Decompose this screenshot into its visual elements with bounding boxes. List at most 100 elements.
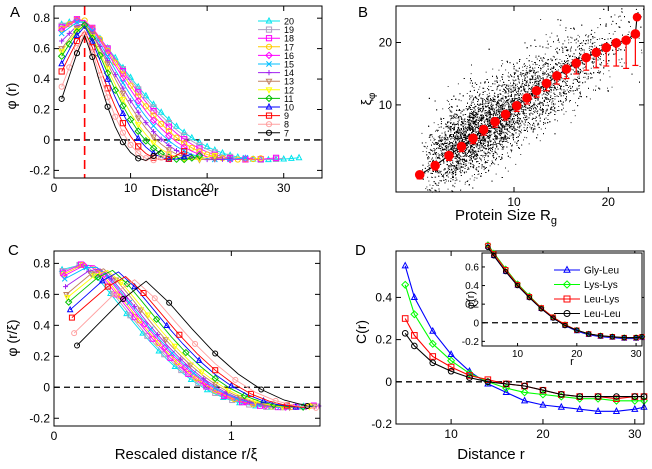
panel-b-scatter-point [552, 84, 554, 86]
panel-b-scatter-point [589, 50, 591, 51]
panel-b-scatter-point [515, 90, 517, 92]
panel-b-scatter-point [570, 36, 572, 38]
panel-b-scatter-point [523, 112, 525, 114]
panel-b-scatter-point [466, 126, 468, 128]
panel-a-series-17-point [257, 155, 264, 162]
panel-b-scatter-point [450, 163, 452, 165]
panel-b-scatter-point [441, 121, 442, 122]
panel-b-scatter-point [482, 156, 484, 158]
panel-b-scatter-point [478, 148, 480, 149]
panel-b-scatter-point [459, 132, 461, 134]
panel-b-scatter-point [534, 128, 536, 130]
panel-b-scatter-point [484, 110, 486, 112]
panel-a-xtick-label: 20 [200, 181, 214, 195]
panel-a-series-7-line [61, 34, 162, 161]
panel-b-scatter-point [568, 77, 570, 79]
panel-b-scatter-point [528, 87, 530, 89]
panel-a-series-12-point [134, 122, 142, 129]
panel-b-scatter-point [563, 107, 564, 109]
panel-b-scatter-point [471, 156, 472, 157]
panel-b-scatter-point [528, 107, 529, 109]
panel-a-series-17-point [249, 155, 257, 163]
panel-b-scatter-point [473, 110, 474, 112]
panel-b-scatter-point [478, 107, 480, 109]
panel-b-scatter-point [522, 93, 524, 95]
panel-b-scatter-point [525, 109, 526, 111]
panel-b-scatter-point [459, 110, 460, 111]
panel-b-scatter-point [553, 104, 555, 106]
panel-b-scatter-point [438, 156, 440, 158]
panel-b-scatter-point [522, 66, 524, 68]
panel-b-scatter-point [467, 102, 468, 104]
panel-b-scatter-point [466, 135, 468, 137]
panel-b-scatter-point [477, 118, 479, 120]
panel-b-scatter-point [496, 109, 498, 111]
panel-b-scatter-point [540, 102, 542, 104]
panel-b-scatter-point [452, 172, 454, 174]
panel-b-scatter-point [453, 145, 455, 147]
panel-b-scatter-point [533, 118, 534, 119]
panel-b-scatter-point [545, 47, 547, 49]
panel-b-scatter-point [583, 49, 585, 51]
panel-b-scatter-point [471, 111, 472, 113]
panel-b-scatter-point [481, 98, 483, 100]
panel-b-scatter-point [427, 176, 429, 178]
panel-b-scatter-point [603, 54, 604, 56]
panel-b-scatter-point [479, 119, 481, 121]
panel-b-scatter-point [490, 135, 492, 136]
panel-b-scatter-point [545, 64, 546, 65]
panel-b-scatter-point [464, 155, 466, 156]
panel-b-scatter-point [543, 64, 545, 65]
panel-b-scatter-point [447, 169, 449, 171]
panel-b-scatter-point [463, 127, 465, 129]
panel-b-scatter-point [534, 73, 536, 75]
panel-b-scatter-point [545, 127, 546, 129]
panel-b-scatter-point [434, 176, 436, 178]
panel-b-scatter-point [600, 56, 601, 57]
panel-b-scatter-point [517, 97, 519, 99]
panel-b-scatter-point [529, 126, 531, 128]
panel-b-scatter-point [488, 152, 489, 154]
panel-b-scatter-point [496, 103, 498, 105]
panel-b-scatter-point [538, 80, 540, 82]
panel-b-scatter-point [464, 183, 466, 185]
panel-b-scatter-point [517, 98, 519, 100]
panel-b-scatter-point [579, 36, 580, 38]
panel-b-scatter-point [561, 46, 563, 48]
panel-b-scatter-point [508, 107, 510, 108]
panel-b-scatter-point [554, 81, 556, 83]
panel-b-scatter-point [518, 87, 519, 89]
panel-b-scatter-point [429, 148, 431, 150]
panel-b-scatter-point [555, 81, 557, 83]
panel-b-scatter-point [530, 107, 531, 109]
panel-b-scatter-point [472, 126, 474, 128]
panel-b-scatter-point [444, 131, 446, 133]
panel-b-scatter-point [475, 157, 477, 159]
panel-b-scatter-point [430, 160, 431, 162]
panel-b-scatter-point [484, 103, 486, 105]
panel-a-series-11-point [111, 86, 120, 95]
panel-b-scatter-point [472, 149, 474, 151]
panel-b-scatter-point [516, 98, 517, 99]
panel-b-scatter-point [466, 154, 468, 156]
panel-b-scatter-point [465, 108, 467, 110]
panel-a-series-17-point [165, 128, 172, 135]
panel-b-scatter-point [518, 99, 520, 100]
panel-b-scatter-point [459, 131, 461, 133]
panel-a-series-7-point [89, 53, 96, 61]
panel-b-scatter-point [483, 135, 485, 137]
panel-b-scatter-point [472, 153, 474, 155]
panel-b-scatter-point [463, 153, 464, 154]
panel-b-scatter-point [496, 86, 498, 88]
panel-b-scatter-point [438, 126, 440, 128]
panel-b-scatter-point [452, 160, 454, 162]
panel-b-scatter-point [544, 72, 546, 74]
panel-b-scatter-point [463, 155, 465, 157]
panel-b-scatter-point [608, 70, 610, 72]
panel-b-scatter-point [454, 135, 456, 137]
panel-b-scatter-point [594, 59, 596, 60]
panel-b-scatter-point [449, 111, 451, 113]
panel-b-scatter-point [525, 83, 527, 84]
panel-b-scatter-point [504, 138, 506, 139]
